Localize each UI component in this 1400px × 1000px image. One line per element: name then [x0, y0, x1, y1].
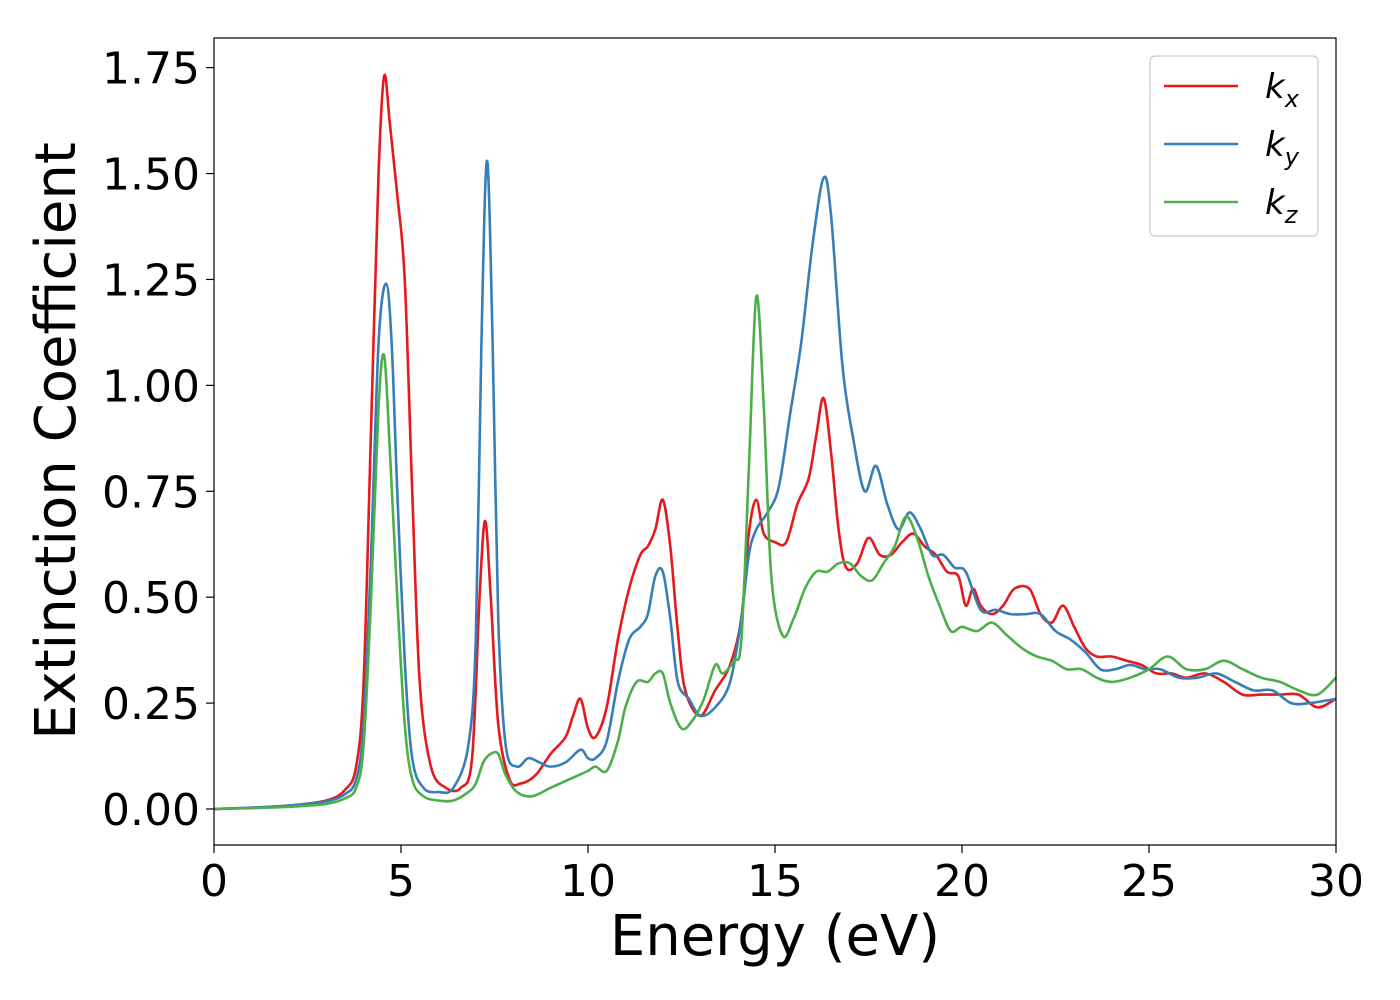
- y-tick-label: 0.75: [102, 467, 200, 518]
- x-tick-label: 5: [387, 856, 415, 907]
- x-tick-label: 15: [747, 856, 803, 907]
- x-axis: 0 5 10 15 20 25 30: [200, 845, 1364, 907]
- legend-box: [1149, 55, 1319, 237]
- y-tick-label: 1.50: [102, 150, 200, 201]
- y-axis: 0.00 0.25 0.50 0.75 1.00 1.25 1.50 1.75: [102, 44, 214, 836]
- y-tick-label: 0.50: [102, 573, 200, 624]
- y-tick-label: 1.00: [102, 361, 200, 412]
- y-tick-label: 1.25: [102, 255, 200, 306]
- x-tick-label: 30: [1308, 856, 1364, 907]
- y-tick-label: 0.25: [102, 679, 200, 730]
- x-tick-label: 0: [200, 856, 228, 907]
- series-line-z: [213, 294, 1337, 811]
- series-line-y: [213, 159, 1337, 811]
- y-tick-label: 0.00: [102, 785, 200, 836]
- x-tick-label: 25: [1121, 856, 1177, 907]
- x-tick-label: 20: [934, 856, 990, 907]
- x-axis-title: Energy (eV): [610, 904, 940, 969]
- y-axis-title: Extinction Coefficient: [24, 142, 89, 740]
- x-tick-label: 10: [560, 856, 616, 907]
- plot-lines: [213, 73, 1337, 811]
- y-tick-label: 1.75: [102, 44, 200, 95]
